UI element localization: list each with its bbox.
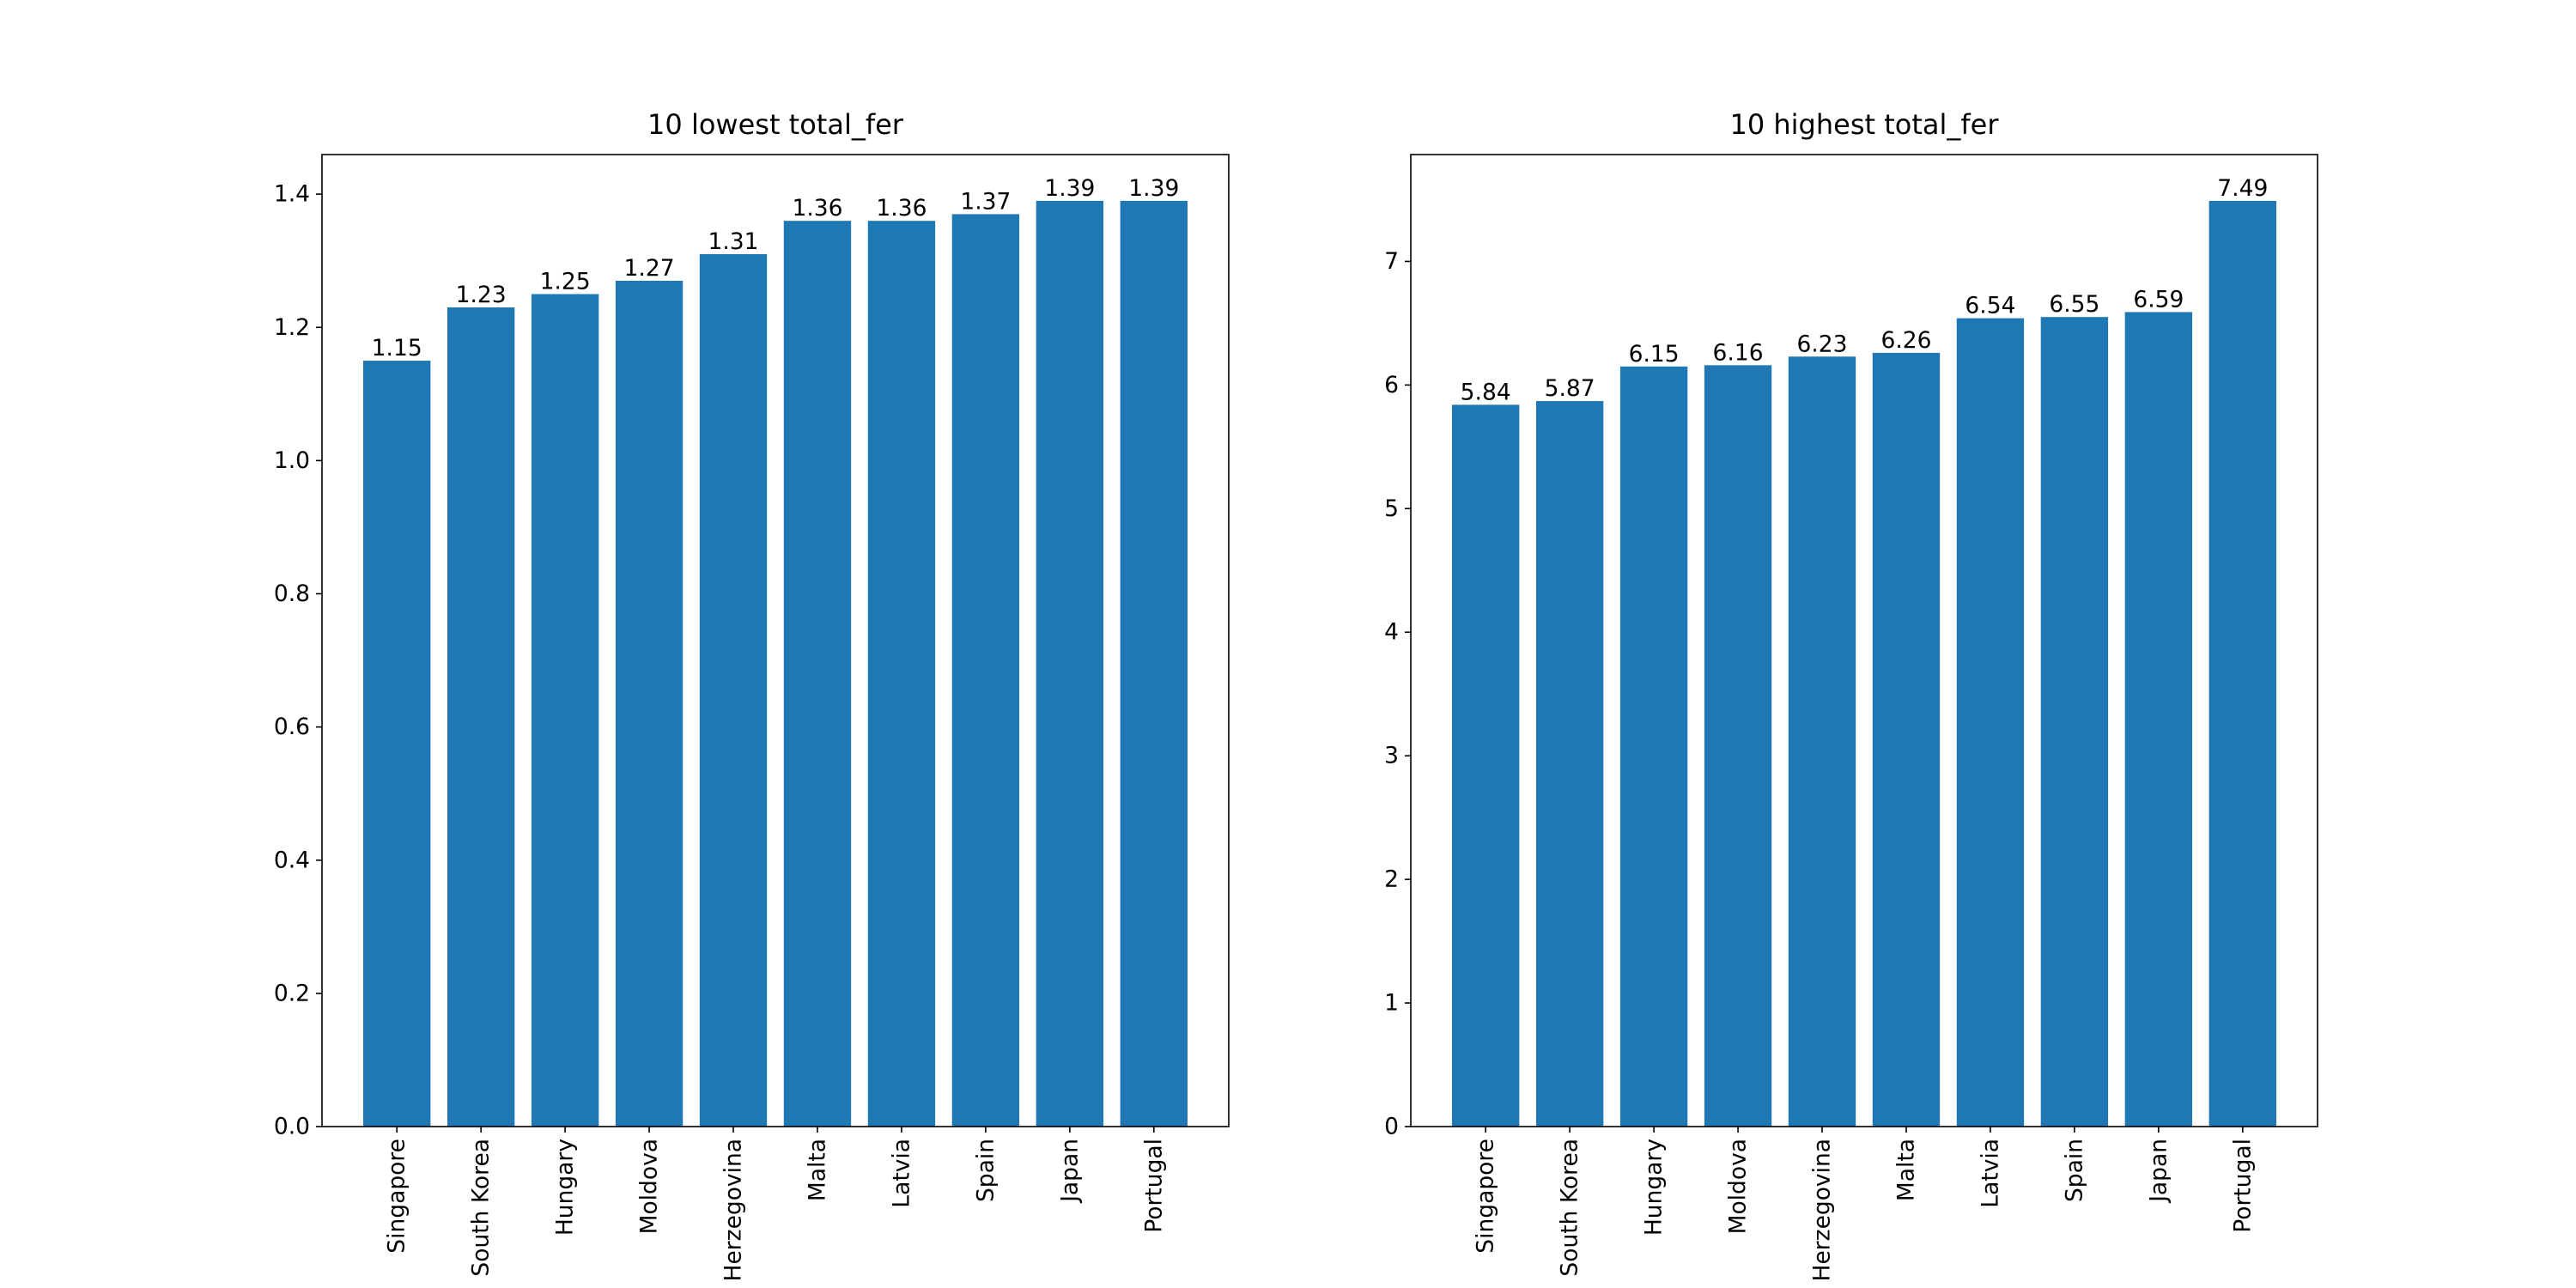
value-label: 1.39 <box>1044 175 1095 202</box>
y-tick-label: 0.4 <box>274 847 310 873</box>
bar <box>1036 200 1104 1127</box>
y-tick-label: 1.0 <box>274 447 310 474</box>
bar <box>1872 352 1941 1127</box>
bar <box>2124 312 2193 1127</box>
value-label: 6.16 <box>1713 339 1764 366</box>
value-label: 1.27 <box>624 255 675 282</box>
value-label: 1.37 <box>960 188 1011 215</box>
value-label: 1.25 <box>540 268 591 295</box>
bar <box>699 253 768 1127</box>
bar <box>1704 365 1772 1127</box>
x-tick-label: Spain <box>2061 1139 2087 1202</box>
bar <box>951 214 1020 1127</box>
bar <box>2040 317 2109 1127</box>
value-label: 6.59 <box>2133 286 2184 313</box>
bar <box>1535 401 1604 1127</box>
x-tick-label: Japan <box>1056 1139 1083 1204</box>
y-tick-label: 0.2 <box>274 980 310 1006</box>
axes-frame <box>1410 154 2318 1127</box>
value-label: 7.49 <box>2217 175 2268 202</box>
bar <box>447 307 515 1127</box>
y-tick-label: 1 <box>1384 990 1399 1017</box>
bar <box>1452 404 1520 1127</box>
y-tick-label: 0 <box>1384 1114 1399 1140</box>
bar <box>2208 200 2276 1127</box>
y-tick-label: 4 <box>1384 619 1399 646</box>
axes-frame <box>321 154 1230 1127</box>
y-tick-label: 0.8 <box>274 580 310 607</box>
x-tick-label: Bosnia and Herzegovina <box>1809 1139 1836 1288</box>
x-tick-label: Singapore <box>1473 1139 1499 1254</box>
value-label: 5.87 <box>1545 375 1595 402</box>
y-tick-label: 6 <box>1384 372 1399 398</box>
y-tick-label: 7 <box>1384 248 1399 275</box>
x-tick-label: Singapore <box>384 1139 410 1254</box>
value-label: 1.15 <box>372 335 422 361</box>
x-tick-label: Moldova <box>636 1139 663 1234</box>
bar <box>1619 366 1688 1127</box>
bar <box>363 361 431 1127</box>
bar <box>1120 200 1188 1127</box>
value-label: 1.23 <box>456 282 507 308</box>
x-tick-label: Moldova <box>1725 1139 1752 1234</box>
x-tick-label: Malta <box>804 1139 830 1201</box>
y-tick-label: 3 <box>1384 743 1399 769</box>
x-tick-label: Latvia <box>888 1139 914 1208</box>
y-tick-label: 0.6 <box>274 714 310 740</box>
chart-title: 10 lowest total_fer <box>647 108 904 141</box>
x-tick-label: Malta <box>1893 1139 1919 1201</box>
x-tick-label: Portugal <box>2229 1139 2256 1233</box>
x-tick-label: Bosnia and Herzegovina <box>720 1139 747 1288</box>
value-label: 6.26 <box>1880 327 1931 354</box>
value-label: 6.23 <box>1797 331 1848 357</box>
x-tick-label: Hungary <box>1641 1139 1668 1236</box>
bar <box>783 221 852 1127</box>
x-tick-label: South Korea <box>468 1139 495 1277</box>
x-tick-label: Hungary <box>552 1139 579 1236</box>
x-tick-label: Spain <box>972 1139 999 1202</box>
y-tick-label: 1.4 <box>274 181 310 208</box>
value-label: 1.39 <box>1128 175 1179 202</box>
value-label: 1.31 <box>708 228 759 255</box>
y-tick-label: 1.2 <box>274 314 310 341</box>
bar <box>1788 356 1856 1127</box>
value-label: 6.15 <box>1629 341 1680 368</box>
y-tick-label: 2 <box>1384 866 1399 893</box>
value-label: 6.54 <box>1965 293 2015 319</box>
bar <box>867 221 936 1127</box>
chart-title: 10 highest total_fer <box>1729 108 1999 141</box>
bar <box>1956 318 2025 1127</box>
value-label: 1.36 <box>792 195 842 222</box>
value-label: 6.55 <box>2049 291 2099 318</box>
x-tick-label: Japan <box>2145 1139 2172 1204</box>
value-label: 5.84 <box>1461 379 1511 405</box>
x-tick-label: South Korea <box>1557 1139 1583 1277</box>
bar <box>531 294 599 1127</box>
y-tick-label: 5 <box>1384 495 1399 522</box>
x-tick-label: Portugal <box>1140 1139 1167 1233</box>
bar <box>615 280 683 1127</box>
x-tick-label: Latvia <box>1977 1139 2003 1208</box>
value-label: 1.36 <box>876 195 927 222</box>
y-tick-label: 0.0 <box>274 1114 310 1140</box>
